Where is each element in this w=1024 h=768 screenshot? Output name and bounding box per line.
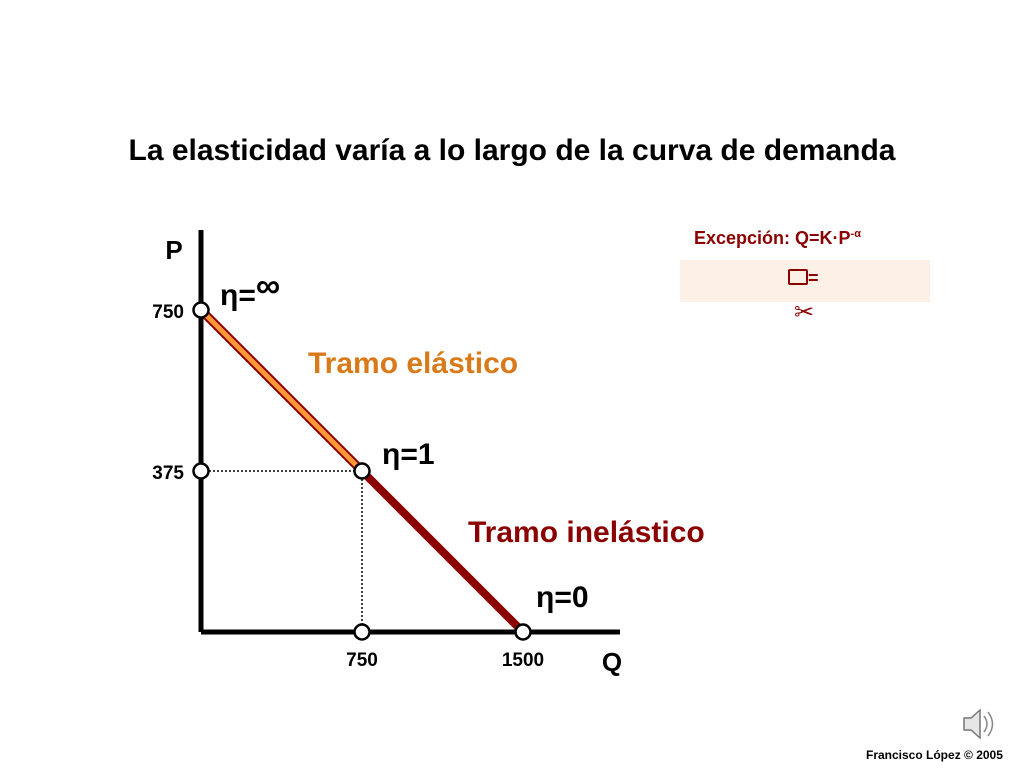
eta-zero-label: η=0 [536, 581, 589, 614]
data-point-3 [353, 623, 371, 641]
eta-one-label: η=1 [382, 438, 435, 471]
data-point-1 [192, 462, 210, 480]
y-tick-label-0: 375 [152, 463, 184, 484]
x-axis-label: Q [602, 647, 622, 677]
data-point-4 [514, 623, 532, 641]
data-point-0 [192, 301, 210, 319]
page-title: La elasticidad varía a lo largo de la cu… [128, 134, 896, 167]
folder-glyph-icon [788, 269, 808, 285]
series-layer [196, 305, 527, 636]
segment-label-elastic: Tramo elástico [308, 347, 518, 380]
y-tick-label-1: 750 [152, 302, 184, 323]
x-tick-label-0: 750 [346, 650, 378, 671]
data-point-2 [353, 462, 371, 480]
reference-lines [201, 470, 363, 632]
series-line-1 [358, 467, 527, 636]
x-tick-label-1: 1500 [502, 650, 544, 671]
scissors-icon: ✂ [794, 298, 815, 326]
points-layer [192, 301, 532, 641]
speaker-icon[interactable] [958, 704, 998, 744]
y-axis-label: P [165, 235, 182, 265]
eta-infinity-label: η=∞ [220, 267, 280, 312]
exception-box [680, 260, 930, 302]
labels-layer: P Q 375 750 750 1500 η=∞ η=1 η=0 Tramo elástico Tr… [152, 235, 704, 677]
exception-title: Excepción: Q=K·P-α [694, 228, 861, 248]
footer-credit: Francisco López © 2005 [866, 748, 1003, 762]
segment-label-inelastic: Tramo inelástico [468, 516, 705, 549]
exception-exponent: -α [850, 228, 861, 240]
exception-formula: = [788, 268, 819, 289]
series-line-0 [198, 307, 365, 474]
